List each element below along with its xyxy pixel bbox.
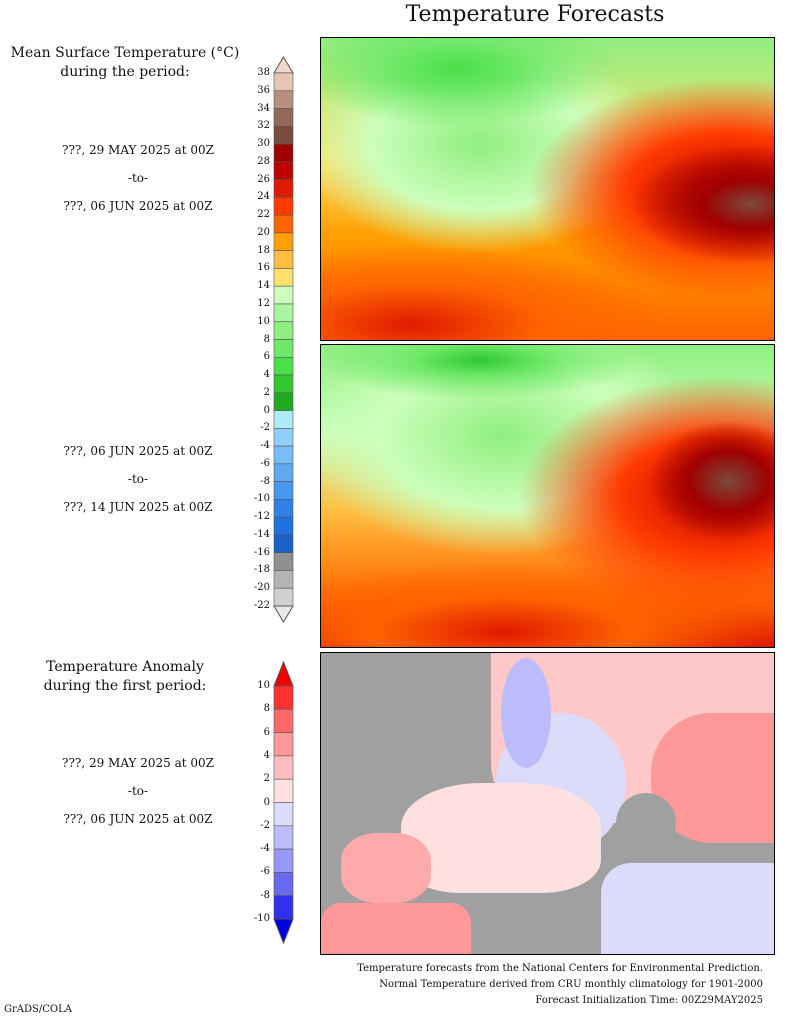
credit-line1: Temperature forecasts from the National …	[357, 963, 763, 974]
credit-line2: Normal Temperature derived from CRU mont…	[379, 979, 763, 990]
colorbar-tick-label: 34	[257, 102, 270, 114]
colorbar-bin	[273, 732, 294, 757]
colorbar-tick-label: -16	[253, 546, 270, 558]
colorbar-tick-label: 28	[257, 155, 270, 167]
colorbar-over-triangle	[273, 660, 294, 687]
colorbar-tick-label: -18	[253, 564, 270, 576]
colorbar-tick-label: 16	[257, 262, 270, 274]
colorbar-graphic	[273, 56, 294, 623]
label-line2: during the first period:	[43, 678, 207, 694]
colorbar-tick-label: -2	[260, 819, 270, 831]
colorbar-tick-label: -8	[260, 475, 270, 487]
credits: Temperature forecasts from the National …	[357, 961, 763, 1009]
anomaly-period-to: -to-	[127, 784, 149, 798]
mean-temperature-label: Mean Surface Temperature (°C) during the…	[0, 44, 255, 82]
colorbar-tick-label: 24	[257, 191, 270, 203]
period1-end: ???, 06 JUN 2025 at 00Z	[63, 199, 213, 213]
colorbar-tick-label: 12	[257, 297, 270, 309]
period2-start: ???, 06 JUN 2025 at 00Z	[63, 444, 213, 458]
colorbar-tick-label: -22	[253, 600, 270, 611]
colorbar-tick-label: 2	[263, 386, 270, 398]
colorbar-tick-label: -10	[253, 493, 270, 505]
colorbar-bin	[273, 848, 294, 873]
period1-to: -to-	[127, 171, 149, 185]
label-line1: Temperature Anomaly	[46, 659, 204, 675]
mean-temperature-map-period2	[320, 344, 775, 648]
colorbar-tick-label: -12	[253, 511, 270, 523]
colorbar-tick-label: 8	[263, 333, 270, 345]
colorbar-tick-label: 10	[257, 315, 270, 327]
colorbar-bin	[273, 685, 294, 710]
colorbar-tick-label: -10	[253, 913, 270, 924]
colorbar-tick-label: -20	[253, 582, 270, 594]
colorbar-tick-label: 20	[257, 226, 270, 238]
colorbar-tick-label: 4	[263, 749, 270, 761]
colorbar-tick-label: 26	[257, 173, 270, 185]
anomaly-period-dates: ???, 29 MAY 2025 at 00Z -to- ???, 06 JUN…	[8, 756, 268, 826]
colorbar-tick-label: -4	[260, 440, 270, 452]
anomaly-period-end: ???, 06 JUN 2025 at 00Z	[63, 812, 213, 826]
colorbar-tick-label: 14	[257, 280, 270, 292]
colorbar-bin	[273, 872, 294, 897]
colorbar-tick-label: 36	[257, 84, 270, 96]
colorbar-tick-label: 8	[263, 703, 270, 715]
colorbar-tick-label: 6	[263, 351, 270, 363]
mean-temperature-map-period1	[320, 37, 775, 341]
colorbar-under-triangle	[273, 605, 294, 623]
colorbar-tick-label: 0	[263, 796, 270, 808]
colorbar-tick-label: -14	[253, 528, 270, 540]
period1-dates: ???, 29 MAY 2025 at 00Z -to- ???, 06 JUN…	[8, 143, 268, 213]
colorbar-bin	[273, 802, 294, 827]
colorbar-tick-label: -8	[260, 889, 270, 901]
colorbar-tick-label: -6	[260, 866, 270, 878]
colorbar-tick-label: 22	[257, 209, 270, 221]
period2-dates: ???, 06 JUN 2025 at 00Z -to- ???, 14 JUN…	[8, 444, 268, 514]
colorbar-tick-label: 0	[263, 404, 270, 416]
label-line2: during the period:	[60, 64, 190, 80]
colorbar-bin	[273, 755, 294, 780]
colorbar-tick-label: 6	[263, 726, 270, 738]
colorbar-tick-label: 32	[257, 120, 270, 132]
colorbar-tick-label: -6	[260, 457, 270, 469]
colorbar-tick-label: 10	[257, 680, 270, 691]
colorbar-tick-label: -2	[260, 422, 270, 434]
page-title: Temperature Forecasts	[405, 2, 665, 27]
colorbar-bin	[273, 895, 294, 920]
colorbar-bin	[273, 708, 294, 733]
anomaly-period-start: ???, 29 MAY 2025 at 00Z	[62, 756, 214, 770]
colorbar-tick-label: 2	[263, 773, 270, 785]
footer-credit: GrADS/COLA	[4, 1004, 72, 1015]
temperature-anomaly-map	[320, 652, 775, 955]
credit-line3: Forecast Initialization Time: 00Z29MAY20…	[535, 995, 763, 1006]
colorbar-tick-label: 4	[263, 369, 270, 381]
colorbar-bin	[273, 778, 294, 803]
colorbar-tick-label: 38	[257, 67, 270, 78]
colorbar-bin	[273, 825, 294, 850]
colorbar-tick-label: -4	[260, 843, 270, 855]
period2-end: ???, 14 JUN 2025 at 00Z	[63, 500, 213, 514]
anomaly-label: Temperature Anomaly during the first per…	[0, 658, 255, 696]
label-line1: Mean Surface Temperature (°C)	[10, 45, 240, 61]
colorbar-tick-label: 18	[257, 244, 270, 256]
colorbar-tick-label: 30	[257, 138, 270, 150]
period2-to: -to-	[127, 472, 149, 486]
colorbar-graphic	[273, 660, 294, 945]
colorbar-under-triangle	[273, 918, 294, 945]
period1-start: ???, 29 MAY 2025 at 00Z	[62, 143, 214, 157]
